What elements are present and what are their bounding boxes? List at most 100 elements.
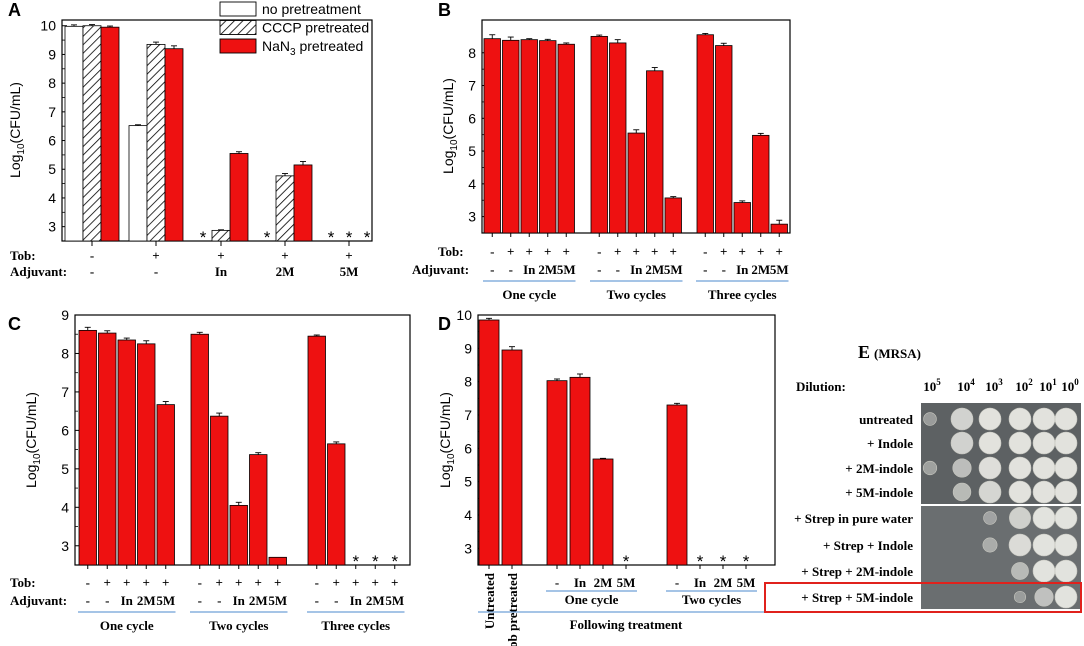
bar-a-2-3 bbox=[293, 164, 313, 242]
colony-spot bbox=[1032, 559, 1056, 583]
y-tick-label: 6 bbox=[468, 110, 476, 126]
adjuvant-label: 2M bbox=[276, 264, 295, 279]
adjuvant-label: In bbox=[233, 593, 246, 608]
tob-sign: + bbox=[372, 575, 379, 590]
y-tick-label: 8 bbox=[48, 75, 56, 91]
colony-spot bbox=[983, 511, 997, 525]
adjuvant-label: 5M bbox=[557, 262, 576, 277]
ylabel-text: Log10(CFU/mL) bbox=[437, 392, 457, 488]
bar-b-1-4 bbox=[664, 197, 682, 234]
cycle-label: One cycle bbox=[100, 618, 154, 633]
dilution-base: 10 bbox=[957, 379, 970, 394]
adjuvant-label: - bbox=[105, 593, 109, 608]
adjuvant-label: 2M bbox=[249, 593, 268, 608]
colony-spot bbox=[1009, 507, 1031, 529]
row-label-tob: Tob: bbox=[10, 248, 36, 263]
x-axis-label: Following treatment bbox=[570, 617, 683, 632]
y-tick-label: 7 bbox=[468, 78, 476, 94]
colony-spot bbox=[1054, 407, 1078, 431]
panel-e-spot-assay: E (MRSA) Dilution: 105 104 103 102 101 100 unt… bbox=[764, 342, 1082, 613]
colony-spot bbox=[952, 458, 972, 478]
tob-sign: + bbox=[123, 575, 130, 590]
adjuvant-label: 2M bbox=[751, 262, 770, 277]
bar-d-6 bbox=[666, 404, 688, 566]
tob-sign: + bbox=[670, 244, 677, 259]
bar-b-0-0 bbox=[483, 38, 501, 234]
bar-b-1-1 bbox=[609, 42, 627, 234]
significance-star: * bbox=[697, 552, 704, 571]
x-category-label: - bbox=[555, 575, 559, 590]
bar-d-1 bbox=[501, 349, 523, 566]
colony-spot bbox=[1054, 533, 1078, 557]
tob-sign: + bbox=[143, 575, 150, 590]
adjuvant-label: In bbox=[630, 262, 643, 277]
ylabel-log: Log bbox=[7, 155, 23, 178]
significance-star: * bbox=[200, 228, 207, 247]
y-tick-label: 4 bbox=[468, 176, 476, 192]
y-tick-label: 8 bbox=[61, 345, 69, 361]
tob-sign: + bbox=[333, 575, 340, 590]
legend-label: NaN3 pretreated bbox=[262, 38, 363, 58]
bar-b-1-3 bbox=[646, 70, 664, 234]
colony-spot bbox=[922, 460, 938, 476]
colony-spot bbox=[1034, 587, 1054, 607]
dilution-header: 100 bbox=[1061, 377, 1079, 394]
row-label: + Strep + 2M-indole bbox=[801, 564, 913, 579]
row-label: + 5M-indole bbox=[845, 485, 913, 500]
ylabel-sub: 10 bbox=[32, 453, 43, 465]
adjuvant-label: In bbox=[121, 593, 134, 608]
colony-spot bbox=[950, 431, 974, 455]
tob-sign: + bbox=[757, 244, 764, 259]
bar-c-0-3 bbox=[137, 343, 156, 566]
y-tick-label: 8 bbox=[464, 374, 472, 390]
colony-spot bbox=[1054, 480, 1078, 504]
bars-c: * * * bbox=[78, 326, 398, 571]
tob-sign: - bbox=[90, 248, 94, 263]
bar-c-2-1 bbox=[327, 443, 346, 566]
tob-sign: - bbox=[198, 575, 202, 590]
y-tick-label: 9 bbox=[61, 307, 69, 323]
colony-spot bbox=[1008, 533, 1032, 557]
legend-swatch bbox=[219, 20, 257, 35]
row-label: + Strep + Indole bbox=[823, 538, 913, 553]
y-tick-label: 5 bbox=[48, 161, 56, 177]
y-tick-label: 5 bbox=[61, 461, 69, 477]
plates bbox=[764, 403, 1082, 613]
panel-label-e: E (MRSA) bbox=[858, 342, 921, 362]
dilution-base: 10 bbox=[923, 379, 936, 394]
bar-c-0-4 bbox=[156, 404, 175, 566]
colony-spot bbox=[982, 537, 998, 553]
bars-b bbox=[483, 32, 788, 234]
y-tick-label: 7 bbox=[61, 384, 69, 400]
tob-sign: + bbox=[633, 244, 640, 259]
cycle-label: Three cycles bbox=[708, 287, 777, 302]
adjuvant-label: 5M bbox=[770, 262, 789, 277]
colony-spot bbox=[1011, 562, 1029, 580]
adjuvant-label: - bbox=[509, 262, 513, 277]
adjuvant-label: - bbox=[86, 593, 90, 608]
dilution-base: 10 bbox=[985, 379, 998, 394]
adjuvant-label: - bbox=[703, 262, 707, 277]
colony-spot bbox=[1013, 590, 1027, 604]
adjuvant-label: 5M bbox=[268, 593, 287, 608]
dilution-headers: 105 104 103 102 101 100 bbox=[923, 377, 1079, 394]
row-label: + Strep + 5M-indole bbox=[801, 590, 913, 605]
ylabel-d: Log10(CFU/mL) bbox=[437, 392, 457, 488]
bar-b-0-3 bbox=[539, 40, 557, 234]
colony-spot bbox=[1054, 506, 1078, 530]
tob-sign: + bbox=[526, 244, 533, 259]
bars-d: * * * * bbox=[478, 317, 750, 571]
adjuvant-label: 2M bbox=[645, 262, 664, 277]
dilution-header: 104 bbox=[957, 377, 975, 394]
adjuvant-label: In bbox=[215, 264, 228, 279]
bar-d-3 bbox=[569, 376, 591, 566]
panel-e-letter: E bbox=[858, 342, 870, 362]
tob-sign: + bbox=[281, 248, 288, 263]
row-label: + 2M-indole bbox=[845, 461, 913, 476]
significance-star: * bbox=[623, 552, 630, 571]
highlight-box bbox=[764, 582, 1082, 613]
